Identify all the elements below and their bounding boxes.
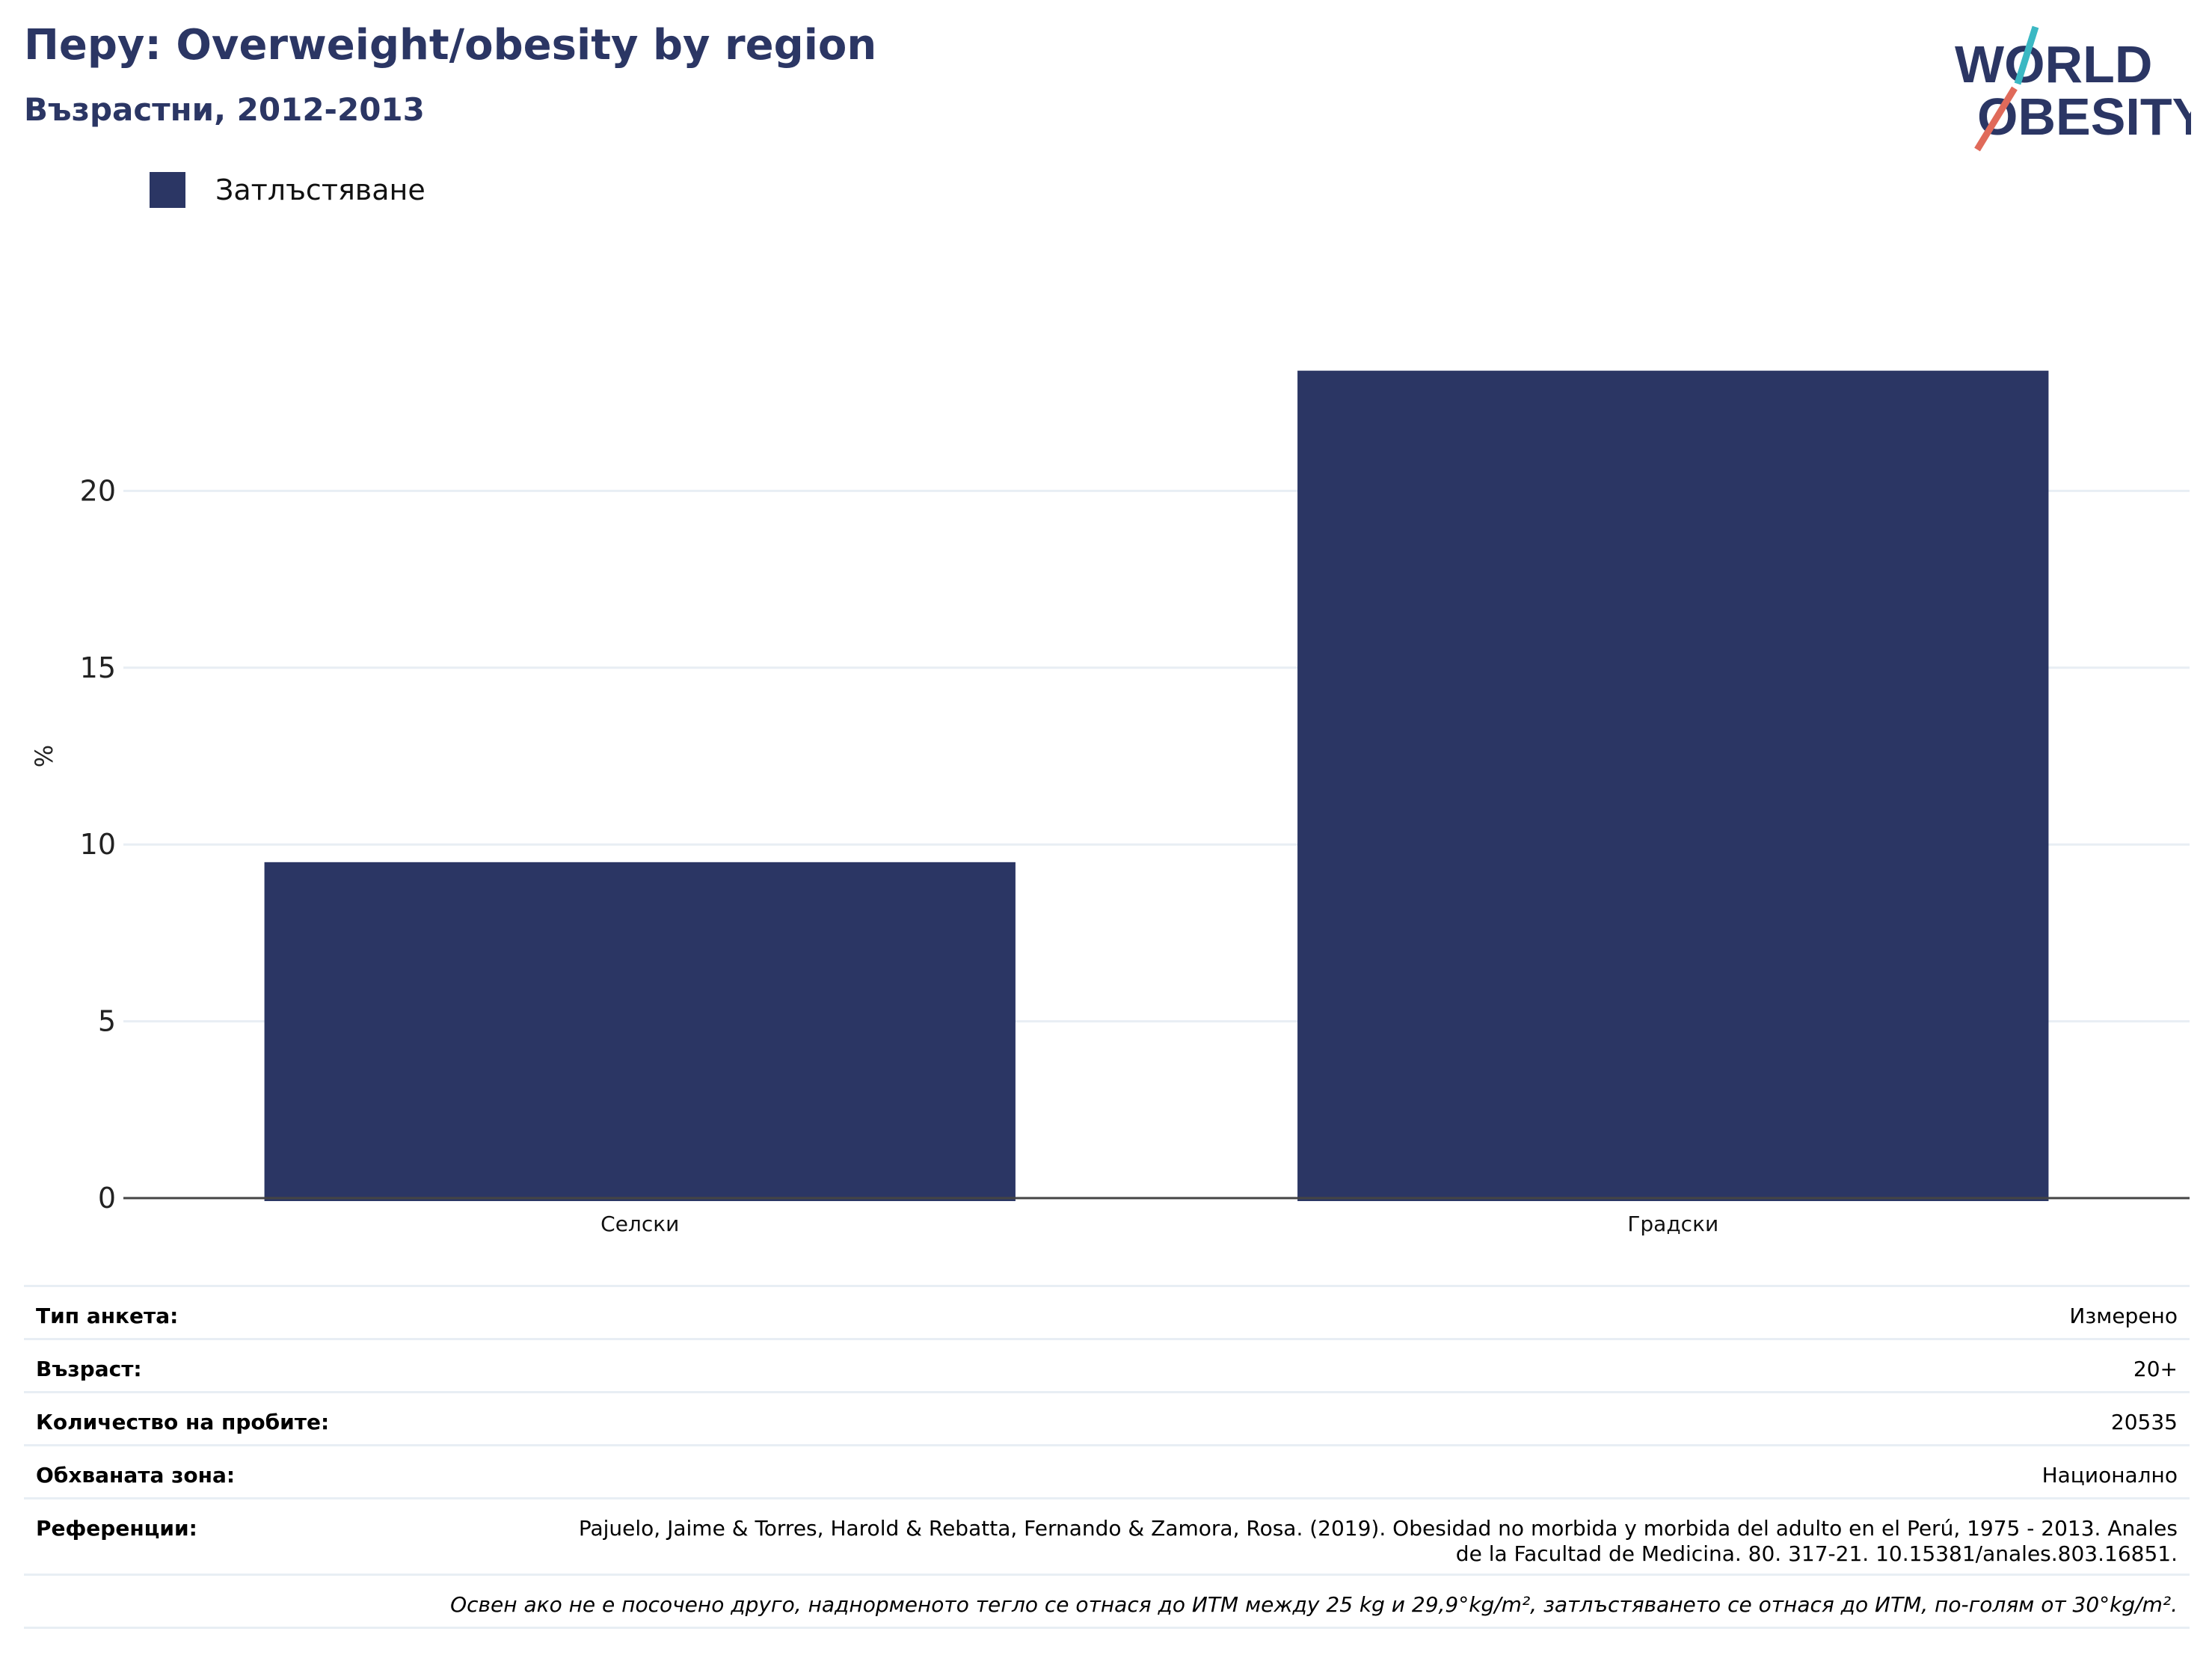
info-key: Обхваната зона: <box>36 1463 236 1488</box>
bar-Градски <box>1297 370 2049 1202</box>
info-row-references: Референции: Pajuelo, Jaime & Torres, Har… <box>24 1497 2190 1574</box>
y-axis-label: % <box>30 745 58 767</box>
info-key: Количество на пробите: <box>36 1410 330 1434</box>
bar-Селски <box>264 862 1016 1201</box>
y-tick-label: 5 <box>98 1005 116 1038</box>
y-tick-label: 10 <box>80 828 116 861</box>
reference-citation: Pajuelo, Jaime & Torres, Harold & Rebatt… <box>578 1516 2178 1566</box>
info-value: Измерено <box>2069 1304 2178 1328</box>
info-row-coverage: Обхваната зона: Национално <box>24 1444 2190 1497</box>
info-key: Тип анкета: <box>36 1304 179 1328</box>
info-key: Възраст: <box>36 1357 142 1381</box>
chart-subtitle: Възрастни, 2012-2013 <box>24 91 425 128</box>
logo-word-world: WORLD <box>1955 35 2152 93</box>
chart-title: Перу: Overweight/obesity by region <box>24 21 877 70</box>
info-row-survey-type: Тип анкета: Измерено <box>24 1285 2190 1338</box>
info-table: Тип анкета: Измерено Възраст: 20+ Количе… <box>24 1285 2190 1629</box>
legend-swatch <box>150 172 185 208</box>
bar-chart: 0 5 10 15 20 Селски Градски% <box>30 370 2190 1236</box>
legend-label: Затлъстяване <box>215 174 425 206</box>
y-tick-label: 20 <box>80 474 116 507</box>
info-value: 20+ <box>2133 1357 2178 1381</box>
info-row-sample-size: Количество на пробите: 20535 <box>24 1391 2190 1444</box>
definition-note: Освен ако не е посочено друго, наднормен… <box>24 1574 2190 1629</box>
y-tick-label: 0 <box>98 1182 116 1215</box>
chart-legend: Затлъстяване <box>150 172 425 208</box>
world-obesity-logo: WORLD OBESITY <box>1955 25 2191 152</box>
y-tick-label: 15 <box>80 651 116 684</box>
info-key: Референции: <box>36 1516 197 1541</box>
info-value: 20535 <box>2110 1410 2178 1434</box>
x-tick-label: Селски <box>600 1212 679 1236</box>
info-value: Национално <box>2042 1463 2178 1488</box>
x-tick-label: Градски <box>1627 1212 1718 1236</box>
info-row-age: Възраст: 20+ <box>24 1338 2190 1391</box>
